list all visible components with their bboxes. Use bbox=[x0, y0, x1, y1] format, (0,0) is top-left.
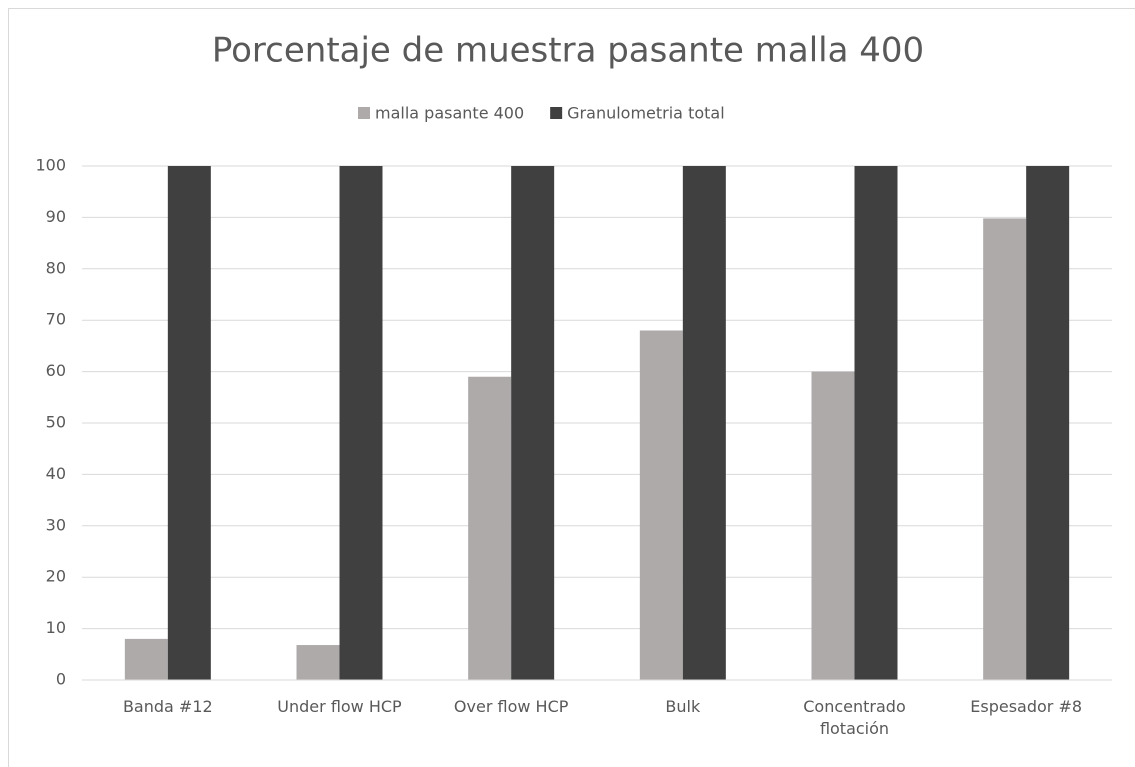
bar bbox=[124, 638, 168, 680]
bar bbox=[811, 371, 855, 680]
bar bbox=[1026, 166, 1070, 680]
y-tick-label: 20 bbox=[46, 567, 66, 586]
bar bbox=[854, 166, 898, 680]
bar bbox=[682, 166, 726, 680]
y-tick-label: 70 bbox=[46, 310, 66, 329]
y-tick-label: 50 bbox=[46, 413, 66, 432]
y-tick-label: 40 bbox=[46, 464, 66, 483]
y-tick-label: 30 bbox=[46, 515, 66, 534]
y-tick-label: 90 bbox=[46, 207, 66, 226]
y-tick-label: 60 bbox=[46, 361, 66, 380]
x-tick-label: Bulk bbox=[665, 697, 701, 716]
y-tick-label: 10 bbox=[46, 618, 66, 637]
bar bbox=[339, 166, 383, 680]
bar bbox=[511, 166, 555, 680]
y-tick-label: 80 bbox=[46, 258, 66, 277]
x-tick-label: Concentrado flotación bbox=[803, 697, 906, 738]
bar bbox=[468, 376, 512, 680]
bar bbox=[639, 330, 683, 680]
bar bbox=[983, 218, 1027, 681]
chart-title: Porcentaje de muestra pasante malla 400 bbox=[212, 31, 924, 71]
bar bbox=[167, 166, 211, 680]
x-tick-label: Banda #12 bbox=[122, 697, 213, 716]
x-tick-label: Under flow HCP bbox=[277, 697, 402, 716]
legend-swatch bbox=[358, 107, 370, 119]
x-tick-label: Espesador #8 bbox=[970, 697, 1083, 716]
legend-swatch bbox=[550, 107, 563, 119]
bar bbox=[296, 645, 340, 680]
y-tick-label: 0 bbox=[56, 670, 66, 689]
x-tick-label: Over flow HCP bbox=[453, 697, 569, 716]
legend-label: Granulometria total bbox=[567, 104, 725, 123]
y-tick-label: 100 bbox=[35, 156, 66, 175]
legend-label: malla pasante 400 bbox=[375, 104, 524, 123]
